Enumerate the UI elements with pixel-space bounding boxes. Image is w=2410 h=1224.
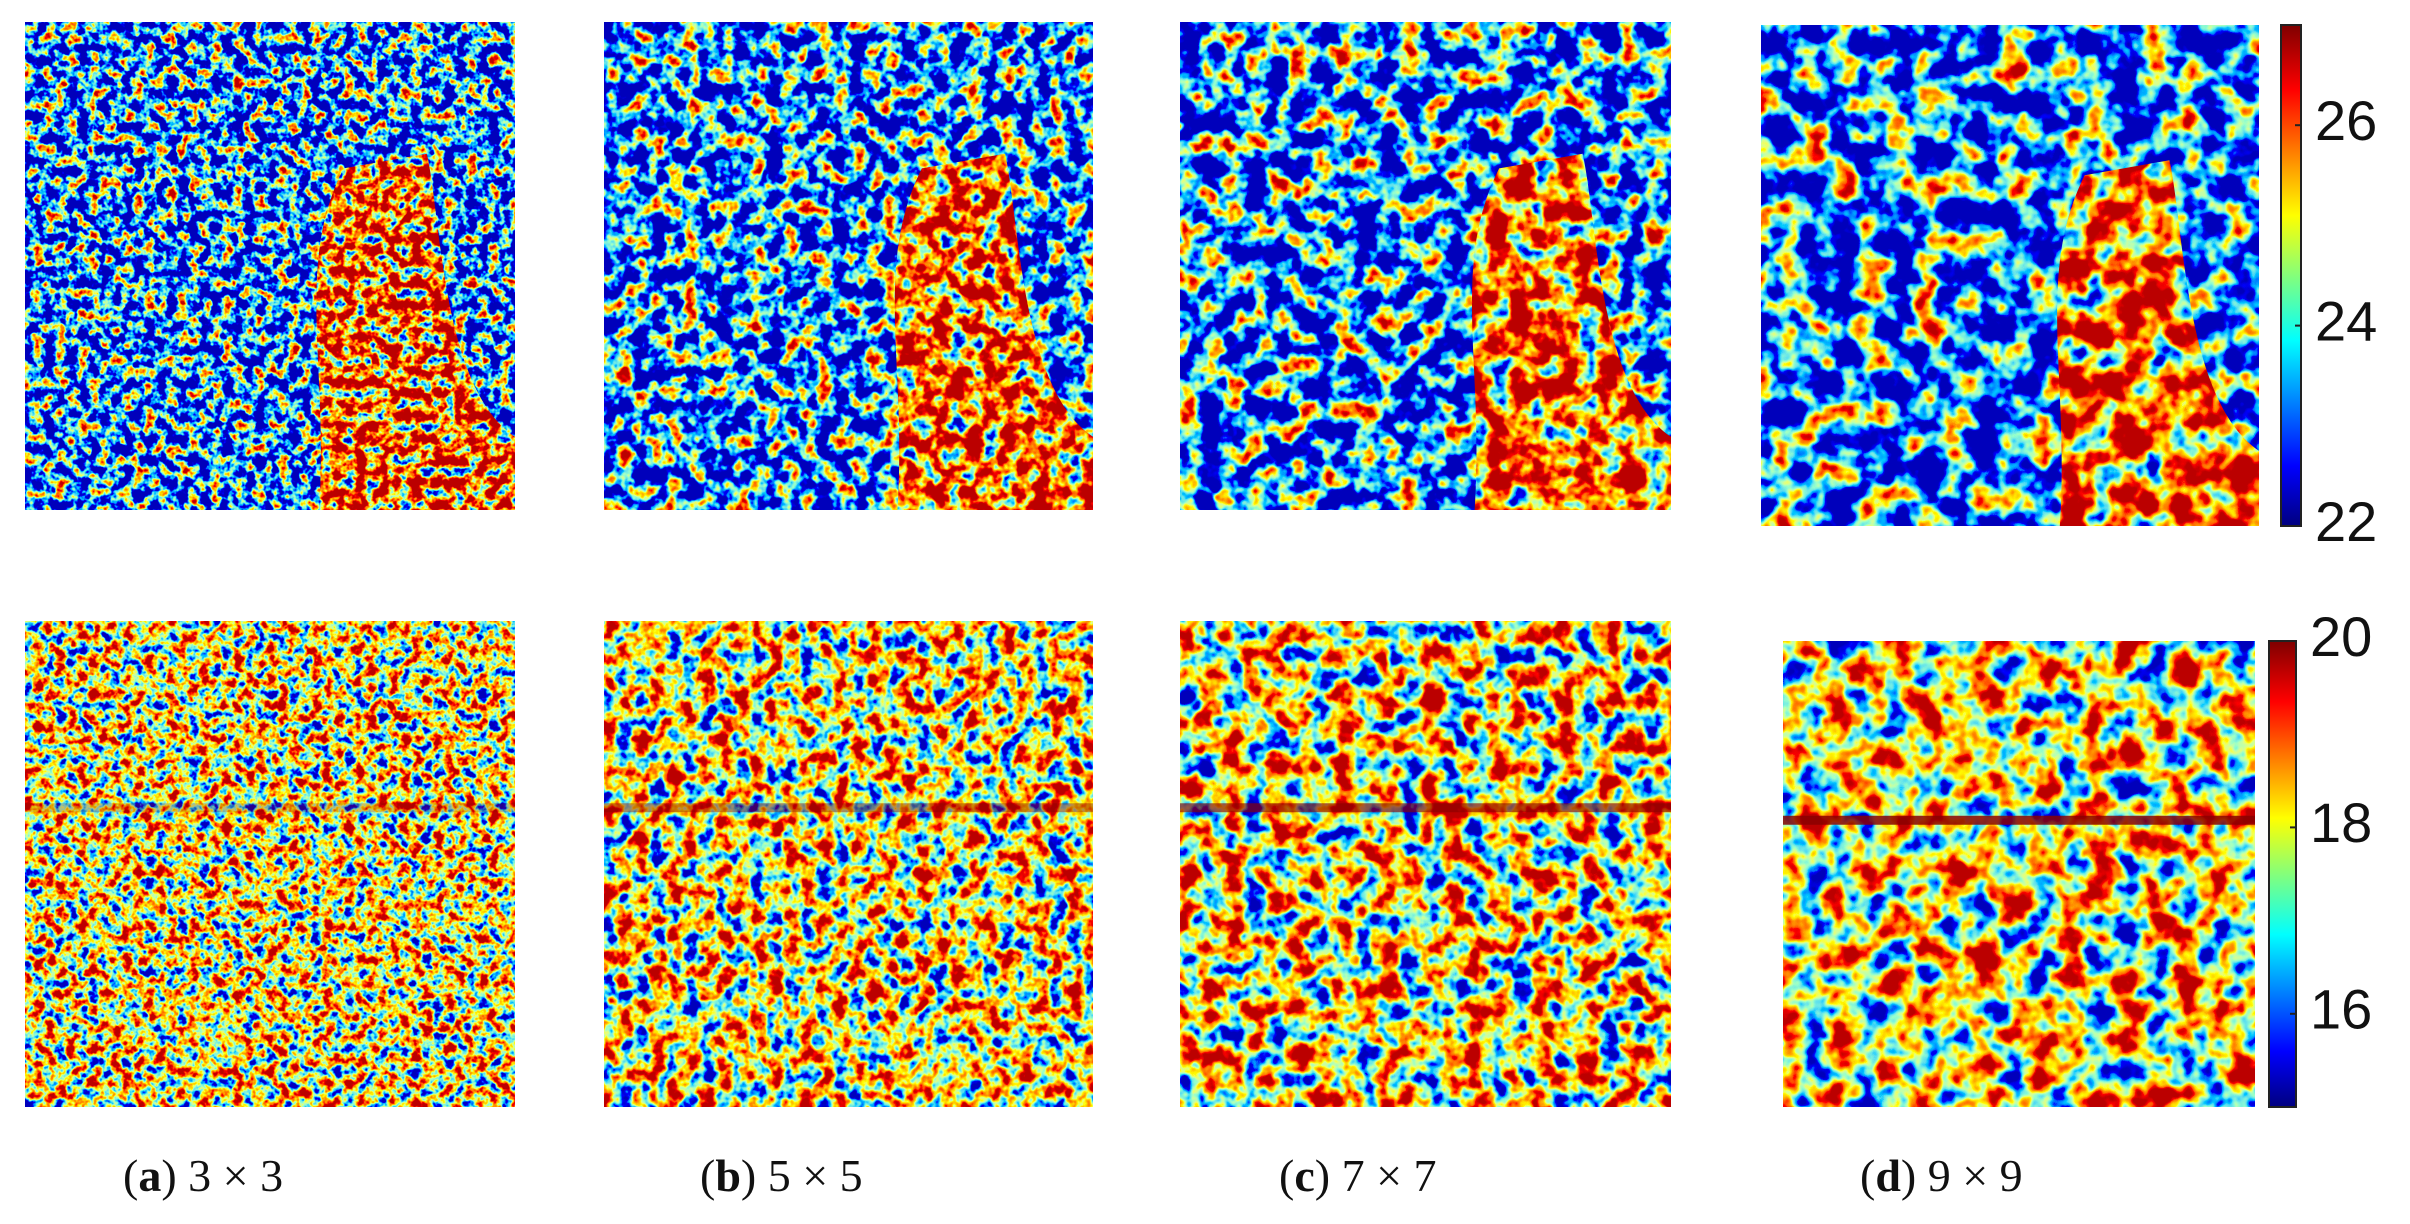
caption-part: ) 5 × 5 xyxy=(741,1150,863,1201)
colorbar-tick-label: 18 xyxy=(2310,791,2372,854)
colorbar-tick-label: 24 xyxy=(2315,289,2377,352)
heatmap-bottom xyxy=(1783,641,2255,1107)
colorbar-tick-label: 20 xyxy=(2310,605,2372,668)
caption-part: ) 7 × 7 xyxy=(1315,1150,1437,1201)
edge-stripe xyxy=(1783,815,2255,825)
panel-caption: (b) 5 × 5 xyxy=(700,1150,863,1201)
colorbar xyxy=(2280,24,2302,527)
edge-stripe xyxy=(25,803,515,813)
colorbar xyxy=(2268,640,2297,1108)
edge-stripe xyxy=(604,803,1093,813)
colorbar-tick-label: 22 xyxy=(2315,490,2377,553)
panel-caption: (d) 9 × 9 xyxy=(1860,1150,2023,1201)
caption-part: ( xyxy=(1279,1150,1294,1201)
caption-part: ) 9 × 9 xyxy=(1901,1150,2023,1201)
caption-part: a xyxy=(138,1150,161,1201)
caption-part: ( xyxy=(1860,1150,1875,1201)
caption-part: b xyxy=(715,1150,741,1201)
panel-caption: (a) 3 × 3 xyxy=(123,1150,283,1201)
caption-part: d xyxy=(1875,1150,1901,1201)
panel-caption: (c) 7 × 7 xyxy=(1279,1150,1437,1201)
caption-part: c xyxy=(1294,1150,1314,1201)
heatmap-bottom xyxy=(25,621,515,1107)
caption-part: ) 3 × 3 xyxy=(161,1150,283,1201)
caption-part: ( xyxy=(700,1150,715,1201)
heatmap-bottom xyxy=(1180,621,1671,1107)
caption-part: ( xyxy=(123,1150,138,1201)
colorbar-tick-label: 26 xyxy=(2315,89,2377,152)
edge-stripe xyxy=(1180,803,1671,813)
heatmap-bottom xyxy=(604,621,1093,1107)
colorbar-tick-label: 16 xyxy=(2310,978,2372,1041)
